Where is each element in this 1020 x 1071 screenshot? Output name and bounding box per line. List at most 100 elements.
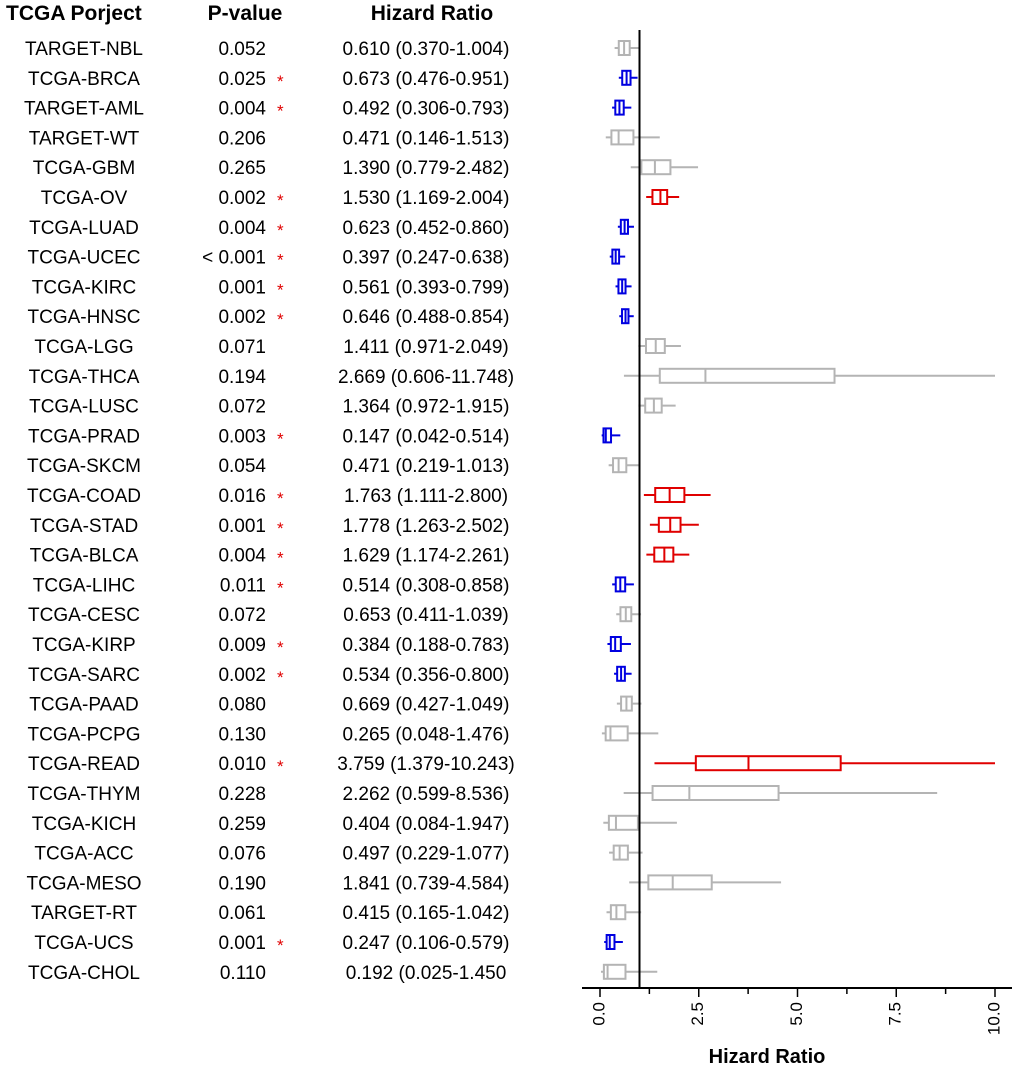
project-label: TCGA-LUAD <box>29 218 139 239</box>
project-label: TCGA-CESC <box>28 605 140 626</box>
pvalue-label: 0.016 <box>218 486 266 507</box>
significance-star: * <box>277 251 284 270</box>
pvalue-label: 0.002 <box>218 665 266 686</box>
project-label: TARGET-AML <box>24 99 144 120</box>
pvalue-label: 0.072 <box>218 397 266 418</box>
hazard-ratio-label: 1.763 (1.111-2.800) <box>344 486 508 507</box>
header-project: TCGA Porject <box>6 2 142 25</box>
hazard-ratio-label: 0.561 (0.393-0.799) <box>343 277 510 298</box>
hazard-ratio-label: 0.471 (0.219-1.013) <box>343 456 510 477</box>
project-label: TARGET-RT <box>31 903 137 924</box>
hazard-ratio-label: 0.646 (0.488-0.854) <box>343 307 510 328</box>
pvalue-label: 0.076 <box>218 844 266 865</box>
hazard-ratio-label: 0.514 (0.308-0.858) <box>343 575 510 596</box>
hr-box <box>604 725 629 742</box>
hr-box <box>651 785 780 801</box>
hr-box <box>612 457 628 474</box>
hr-box <box>694 755 842 772</box>
hazard-ratio-label: 0.147 (0.042-0.514) <box>343 426 510 447</box>
project-label: TCGA-BRCA <box>28 69 140 90</box>
pvalue-label: 0.004 <box>218 99 266 120</box>
hazard-ratio-label: 0.384 (0.188-0.783) <box>343 635 510 656</box>
hazard-ratio-label: 0.673 (0.476-0.951) <box>343 69 510 90</box>
hazard-ratio-label: 1.841 (0.739-4.584) <box>343 873 510 894</box>
pvalue-label: 0.072 <box>218 605 266 626</box>
header-hazard-ratio: Hizard Ratio <box>371 2 494 25</box>
project-label: TCGA-UCS <box>34 933 133 954</box>
pvalue-label: < 0.001 <box>202 248 266 269</box>
hazard-ratio-label: 0.669 (0.427-1.049) <box>343 695 510 716</box>
hazard-ratio-label: 2.669 (0.606-11.748) <box>338 367 514 388</box>
project-label: TCGA-HNSC <box>28 307 141 328</box>
hr-box <box>640 159 672 176</box>
project-label: TCGA-CHOL <box>28 963 140 984</box>
x-tick-label: 0.0 <box>589 1002 608 1026</box>
hazard-ratio-label: 0.265 (0.048-1.476) <box>343 724 510 745</box>
significance-star: * <box>277 578 284 597</box>
pvalue-label: 0.265 <box>218 158 266 179</box>
significance-star: * <box>277 936 284 955</box>
project-label: TCGA-LGG <box>34 337 133 358</box>
significance-star: * <box>277 757 284 776</box>
hazard-ratio-label: 0.415 (0.165-1.042) <box>343 903 510 924</box>
x-tick-label: 10.0 <box>984 1002 1003 1035</box>
project-label: TCGA-BLCA <box>30 546 139 567</box>
significance-star: * <box>277 280 284 299</box>
significance-star: * <box>277 191 284 210</box>
hazard-ratio-label: 0.497 (0.229-1.077) <box>343 844 510 865</box>
hazard-ratio-label: 1.530 (1.169-2.004) <box>343 188 510 209</box>
hazard-ratio-label: 1.364 (0.972-1.915) <box>343 397 510 418</box>
hazard-ratio-label: 1.411 (0.971-2.049) <box>343 337 509 358</box>
significance-star: * <box>277 221 284 240</box>
pvalue-label: 0.190 <box>218 873 266 894</box>
significance-star: * <box>277 668 284 687</box>
pvalue-label: 0.025 <box>218 69 266 90</box>
project-label: TCGA-SARC <box>28 665 140 686</box>
hr-box <box>658 367 836 384</box>
project-label: TCGA-GBM <box>33 158 135 179</box>
project-label: TCGA-KICH <box>32 814 137 835</box>
pvalue-label: 0.002 <box>218 307 266 328</box>
hazard-ratio-label: 0.492 (0.306-0.793) <box>343 99 510 120</box>
hr-box <box>607 814 639 831</box>
project-label: TCGA-LUSC <box>29 397 139 418</box>
header-pvalue: P-value <box>208 2 283 25</box>
project-label: TCGA-UCEC <box>28 248 141 269</box>
significance-star: * <box>277 102 284 121</box>
hazard-ratio-label: 0.192 (0.025-1.450 <box>346 963 507 984</box>
significance-star: * <box>277 310 284 329</box>
project-label: TCGA-SKCM <box>27 456 141 477</box>
project-label: TCGA-PCPG <box>28 724 141 745</box>
project-label: TARGET-WT <box>29 128 140 149</box>
pvalue-label: 0.259 <box>218 814 266 835</box>
pvalue-label: 0.206 <box>218 128 266 149</box>
hazard-ratio-label: 0.653 (0.411-1.039) <box>343 605 509 626</box>
significance-star: * <box>277 429 284 448</box>
significance-star: * <box>277 638 284 657</box>
project-label: TCGA-LIHC <box>33 575 135 596</box>
project-label: TCGA-COAD <box>27 486 141 507</box>
pvalue-label: 0.004 <box>218 218 266 239</box>
pvalue-label: 0.054 <box>218 456 266 477</box>
project-label: TCGA-KIRC <box>32 277 137 298</box>
hazard-ratio-label: 0.610 (0.370-1.004) <box>343 39 510 60</box>
hr-box <box>647 874 713 891</box>
pvalue-label: 0.001 <box>218 933 266 954</box>
project-label: TCGA-THCA <box>29 367 140 388</box>
pvalue-label: 0.228 <box>218 784 266 805</box>
pvalue-label: 0.130 <box>218 724 266 745</box>
significance-star: * <box>277 489 284 508</box>
hazard-ratio-label: 0.404 (0.084-1.947) <box>343 814 510 835</box>
pvalue-label: 0.001 <box>218 277 266 298</box>
pvalue-label: 0.052 <box>218 39 266 60</box>
hazard-ratio-label: 2.262 (0.599-8.536) <box>343 784 510 805</box>
hr-box <box>609 904 627 921</box>
pvalue-label: 0.011 <box>220 575 266 596</box>
project-label: TCGA-OV <box>41 188 128 209</box>
pvalue-label: 0.001 <box>218 516 266 537</box>
project-label: TARGET-NBL <box>25 39 143 60</box>
project-label: TCGA-PAAD <box>29 695 138 716</box>
hazard-ratio-label: 0.397 (0.247-0.638) <box>343 248 510 269</box>
pvalue-label: 0.080 <box>218 695 266 716</box>
